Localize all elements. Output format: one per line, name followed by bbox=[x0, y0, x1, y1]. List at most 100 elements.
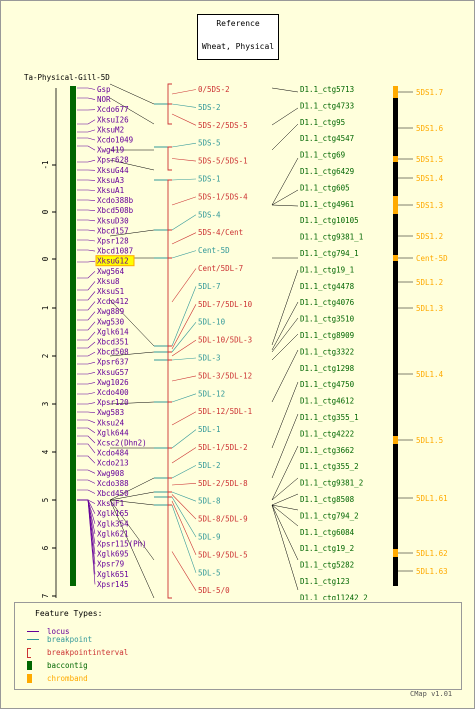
band-label[interactable]: 5DS1.3 bbox=[416, 201, 443, 210]
breakpoint-label[interactable]: 5DL-8 bbox=[198, 497, 221, 506]
contig-label[interactable]: D1.1_ctg5282 bbox=[300, 561, 354, 570]
axis-tick-label[interactable]: 5 bbox=[41, 498, 50, 503]
contig-label[interactable]: D1.1_ctg355_1 bbox=[300, 413, 359, 422]
breakpoint-label[interactable]: 5DS-4 bbox=[198, 210, 221, 219]
axis-tick-label[interactable]: 6 bbox=[41, 545, 50, 550]
locus-label[interactable]: XksuS1 bbox=[97, 287, 124, 296]
contig-label[interactable]: D1.1_ctg5713 bbox=[300, 85, 354, 94]
contig-label[interactable]: D1.1_ctg8508 bbox=[300, 495, 355, 504]
interval-label[interactable]: 5DS-5/5DS-1 bbox=[198, 157, 248, 166]
axis-tick-label[interactable]: 2 bbox=[41, 354, 50, 359]
locus-label[interactable]: Xglk621 bbox=[97, 529, 129, 538]
interval-label[interactable]: 5DL-5/0 bbox=[198, 586, 230, 595]
axis-tick-label[interactable]: 0 bbox=[41, 209, 50, 214]
interval-label[interactable]: 5DL-12/5DL-1 bbox=[198, 407, 252, 416]
contig-label[interactable]: D1.1_ctg4733 bbox=[300, 101, 354, 110]
locus-label[interactable]: Xbcd508 bbox=[97, 348, 129, 357]
locus-label[interactable]: Xcsc2(Dhn2) bbox=[97, 439, 147, 448]
contig-label[interactable]: D1.1_ctg123 bbox=[300, 577, 350, 586]
locus-label[interactable]: Xksu24 bbox=[97, 418, 125, 427]
interval-label[interactable]: 5DS-4/Cent bbox=[198, 228, 243, 237]
locus-label[interactable]: XksuD30 bbox=[97, 216, 129, 225]
locus-label[interactable]: Xwg583 bbox=[97, 408, 124, 417]
band-label[interactable]: 5DL1.62 bbox=[416, 549, 448, 558]
locus-label[interactable]: XksuG12 bbox=[97, 257, 129, 266]
contig-label[interactable]: D1.1_ctg794_1 bbox=[300, 249, 359, 258]
breakpoint-label[interactable]: 5DL-7 bbox=[198, 282, 221, 291]
contig-label[interactable]: D1.1_ctg4961 bbox=[300, 200, 354, 209]
locus-label[interactable]: NOR bbox=[97, 95, 111, 104]
locus-label[interactable]: Xksu8 bbox=[97, 277, 120, 286]
locus-label[interactable]: Xwg530 bbox=[97, 317, 125, 326]
locus-label[interactable]: Xglk614 bbox=[97, 327, 129, 336]
locus-label[interactable]: Xwg1026 bbox=[97, 378, 129, 387]
band-label[interactable]: 5DL1.3 bbox=[416, 304, 443, 313]
contig-label[interactable]: D1.1_ctg9381_2 bbox=[300, 479, 363, 488]
locus-label[interactable]: Xglk644 bbox=[97, 428, 129, 437]
locus-label[interactable]: Xbcd508b bbox=[97, 206, 134, 215]
locus-label[interactable]: Xpsr145 bbox=[97, 580, 129, 589]
band-label[interactable]: 5DL1.61 bbox=[416, 494, 448, 503]
interval-label[interactable]: 5DL-8/5DL-9 bbox=[198, 515, 248, 524]
band-label[interactable]: 5DL1.5 bbox=[416, 436, 443, 445]
interval-label[interactable]: 5DL-10/5DL-3 bbox=[198, 336, 252, 345]
interval-label[interactable]: Cent/5DL-7 bbox=[198, 264, 243, 273]
contig-label[interactable]: D1.1_ctg4547 bbox=[300, 134, 354, 143]
contig-label[interactable]: D1.1_ctg3662 bbox=[300, 446, 354, 455]
locus-label[interactable]: Xglk651 bbox=[97, 570, 129, 579]
locus-label[interactable]: Xcdo412 bbox=[97, 297, 129, 306]
contig-label[interactable]: D1.1_ctg3322 bbox=[300, 347, 354, 356]
contig-label[interactable]: D1.1_ctg605 bbox=[300, 183, 350, 192]
locus-label[interactable]: Xpsr637 bbox=[97, 358, 129, 367]
interval-label[interactable]: 5DS-2/5DS-5 bbox=[198, 121, 248, 130]
contig-label[interactable]: D1.1_ctg9381_1 bbox=[300, 233, 363, 242]
contig-label[interactable]: D1.1_ctg6429 bbox=[300, 167, 354, 176]
locus-label[interactable]: Xbcd1087 bbox=[97, 247, 133, 256]
locus-label[interactable]: Xcdo388 bbox=[97, 479, 129, 488]
locus-label[interactable]: Xpsr120 bbox=[97, 398, 129, 407]
locus-label[interactable]: Xcdo213 bbox=[97, 459, 129, 468]
locus-label[interactable]: Xwg419 bbox=[97, 146, 124, 155]
locus-label[interactable]: Xbcd157 bbox=[97, 226, 129, 235]
contig-label[interactable]: D1.1_ctg4222 bbox=[300, 429, 354, 438]
contig-label[interactable]: D1.1_ctg4750 bbox=[300, 380, 355, 389]
band-label[interactable]: 5DS1.5 bbox=[416, 155, 443, 164]
locus-label[interactable]: Xglk165 bbox=[97, 509, 129, 518]
locus-label[interactable]: Xcdo1049 bbox=[97, 136, 133, 145]
locus-label[interactable]: Gsp bbox=[97, 85, 111, 94]
locus-label[interactable]: Xpsr628 bbox=[97, 156, 129, 165]
locus-label[interactable]: XksuG57 bbox=[97, 368, 129, 377]
map-name[interactable]: Ta-Physical-Gill-5D bbox=[24, 73, 110, 82]
contig-label[interactable]: D1.1_ctg69 bbox=[300, 151, 345, 160]
contig-label[interactable]: D1.1_ctg4076 bbox=[300, 298, 355, 307]
breakpoint-label[interactable]: 5DS-2 bbox=[198, 103, 221, 112]
breakpoint-label[interactable]: 5DL-12 bbox=[198, 389, 225, 398]
breakpoint-label[interactable]: 5DS-5 bbox=[198, 139, 221, 148]
interval-label[interactable]: 5DL-7/5DL-10 bbox=[198, 300, 253, 309]
breakpoint-label[interactable]: 5DS-1 bbox=[198, 175, 221, 184]
contig-label[interactable]: D1.1_ctg95 bbox=[300, 118, 345, 127]
breakpoint-label[interactable]: 5DL-3 bbox=[198, 354, 221, 363]
locus-label[interactable]: Xpsr79 bbox=[97, 560, 124, 569]
locus-label[interactable]: Xcdo484 bbox=[97, 449, 129, 458]
interval-label[interactable]: 5DL-2/5DL-8 bbox=[198, 479, 248, 488]
contig-label[interactable]: D1.1_ctg19_2 bbox=[300, 544, 354, 553]
locus-label[interactable]: XksuA1 bbox=[97, 186, 124, 195]
axis-tick-label[interactable]: 3 bbox=[41, 402, 50, 407]
locus-label[interactable]: Xpsr115(Ph) bbox=[97, 540, 147, 549]
contig-label[interactable]: D1.1_ctg3510 bbox=[300, 315, 355, 324]
contig-label[interactable]: D1.1_ctg1298 bbox=[300, 364, 355, 373]
contig-label[interactable]: D1.1_ctg794_2 bbox=[300, 511, 359, 520]
band-label[interactable]: 5DL1.63 bbox=[416, 567, 448, 576]
band-label[interactable]: Cent-5D bbox=[416, 254, 448, 263]
breakpoint-label[interactable]: 5DL-5 bbox=[198, 568, 221, 577]
axis-tick-label[interactable]: -1 bbox=[41, 160, 50, 169]
band-label[interactable]: 5DL1.4 bbox=[416, 370, 444, 379]
locus-label[interactable]: Xcdo677 bbox=[97, 105, 129, 114]
interval-label[interactable]: 5DL-9/5DL-5 bbox=[198, 550, 248, 559]
locus-label[interactable]: XksuM2 bbox=[97, 125, 124, 134]
locus-label[interactable]: Xpsr128 bbox=[97, 237, 129, 246]
breakpoint-label[interactable]: 5DL-9 bbox=[198, 533, 221, 542]
locus-label[interactable]: Xwg889 bbox=[97, 307, 124, 316]
locus-label[interactable]: Xbcd351 bbox=[97, 338, 129, 347]
